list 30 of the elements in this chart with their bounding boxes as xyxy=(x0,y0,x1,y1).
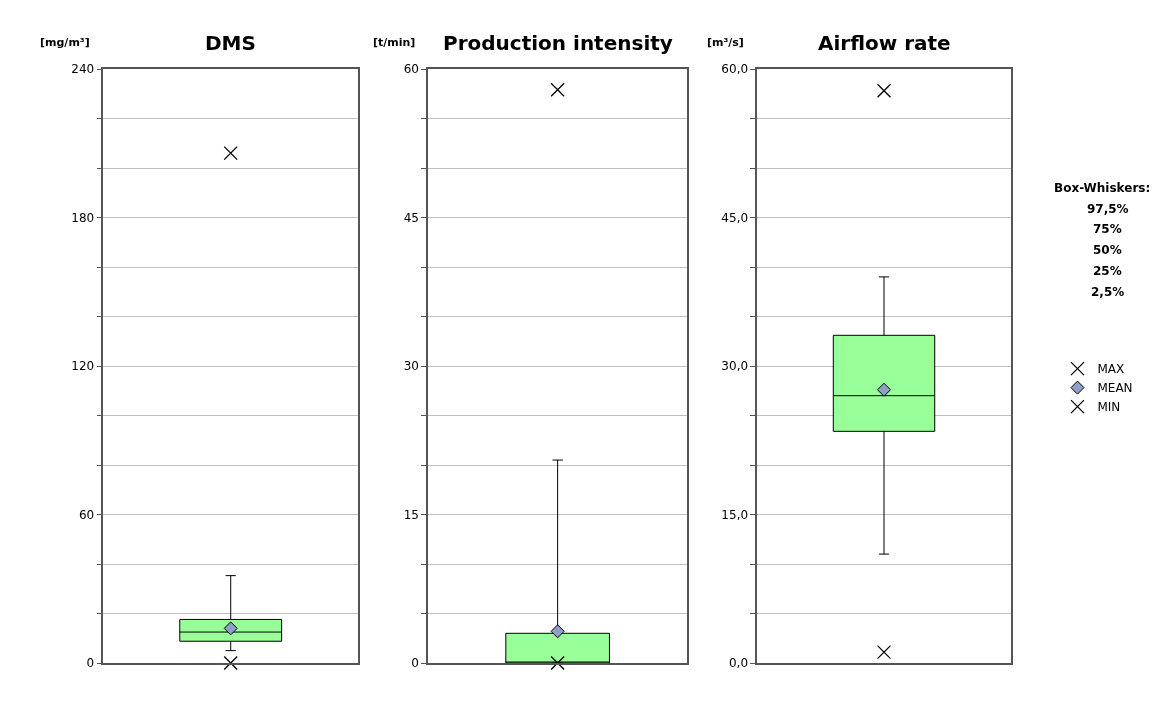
y-tick-label: 240 xyxy=(71,62,95,77)
y-tick-label: 45,0 xyxy=(721,210,749,225)
y-tick-label: 60 xyxy=(403,62,419,77)
text: Box-Whiskers: xyxy=(1054,181,1151,195)
y-tick-label: 120 xyxy=(71,359,95,374)
y-tick-label: 30,0 xyxy=(721,359,749,374)
text: 75% xyxy=(1093,222,1122,236)
chart-title: Production intensity xyxy=(443,31,673,55)
y-axis-title: [m³/s] xyxy=(707,36,744,49)
y-tick-label: 15 xyxy=(403,507,419,522)
chart-title: Airflow rate xyxy=(818,31,951,55)
y-tick-label: 0 xyxy=(411,656,419,671)
y-tick-label: 45 xyxy=(403,210,419,225)
chart-title: DMS xyxy=(205,31,256,55)
y-tick-label: 30 xyxy=(403,359,419,374)
legend-label: MAX xyxy=(1097,362,1125,377)
legend-label: MEAN xyxy=(1097,381,1133,396)
y-axis-title: [t/min] xyxy=(373,36,416,49)
text: 25% xyxy=(1093,264,1122,278)
y-tick-label: 15,0 xyxy=(721,507,749,522)
text: 2,5% xyxy=(1091,285,1125,299)
legend-label: MIN xyxy=(1097,400,1121,415)
text: 50% xyxy=(1093,243,1122,257)
y-tick-label: 180 xyxy=(71,210,95,225)
y-tick-label: 0 xyxy=(86,656,95,671)
y-axis-title: [mg/m³] xyxy=(40,36,90,49)
y-tick-label: 60,0 xyxy=(721,62,749,77)
text: 97,5% xyxy=(1087,202,1129,216)
y-tick-label: 0,0 xyxy=(729,656,749,671)
y-tick-label: 60 xyxy=(78,507,95,522)
